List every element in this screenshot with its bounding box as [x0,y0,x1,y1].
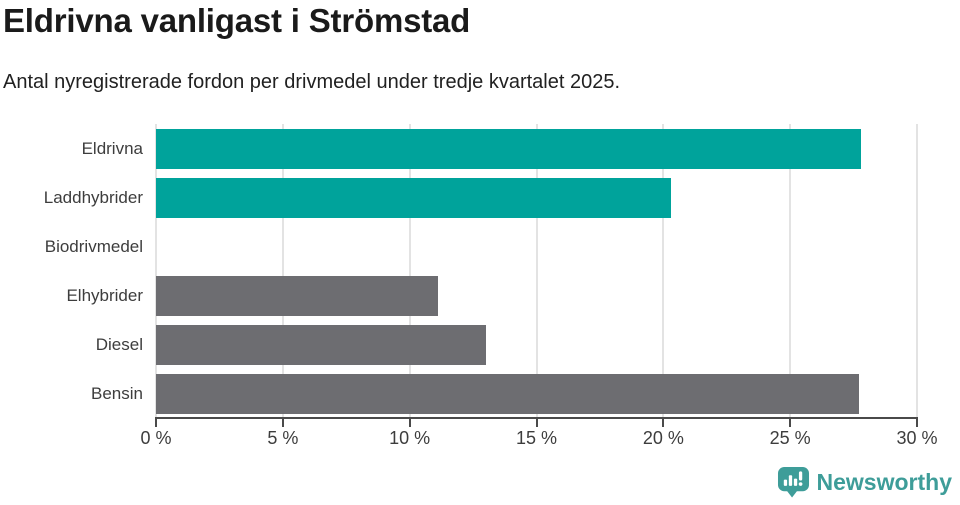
speech-bubble-shape [777,466,809,498]
gridline-20 [662,124,665,418]
x-axis-line [155,417,918,419]
x-axis-tick-30 [916,419,918,427]
gridline-15 [535,124,538,418]
category-label-eldrivna: Eldrivna [81,138,143,158]
bar-row-elhybrider [156,271,917,320]
x-axis-tick-label-25: 25 % [769,428,811,448]
bar-elhybrider [156,275,438,316]
x-axis-tick-20 [662,419,665,427]
gridline-10 [408,124,411,418]
bar-layer [156,124,917,418]
x-axis-tick-0 [155,419,157,427]
category-label-laddhybrider: Laddhybrider [43,187,143,207]
brand-name: Newsworthy [816,468,952,495]
gridline-5 [281,124,284,418]
bar-laddhybrider [156,177,671,218]
gridline-25 [789,124,792,418]
x-axis-tick-5 [281,419,284,427]
bar-chart: Eldrivna Laddhybrider Biodrivmedel Elhybrid… [0,124,918,418]
x-axis-tick-label-20: 20 % [642,428,684,448]
bar-row-bensin [156,369,917,418]
category-label-bensin: Bensin [91,383,143,403]
chart-title: Eldrivna vanligast i Strömstad [3,2,471,39]
category-label-elhybrider: Elhybrider [66,285,143,305]
bar-row-biodrivmedel [156,222,917,271]
chart-subtitle: Antal nyregistrerade fordon per drivmede… [3,71,621,93]
bar-eldrivna [156,128,862,169]
newsworthy-logo: Newsworthy [777,466,952,498]
gridline-30 [916,124,918,418]
exclamation-bar-glyph [798,471,802,481]
bar-row-laddhybrider [156,173,917,222]
x-axis-tick-10 [408,419,411,427]
x-axis-tick-label-0: 0 % [140,428,172,448]
bar-glyph-2 [788,475,792,486]
x-axis-tick-label-30: 30 % [896,428,938,448]
plot-area [155,124,918,418]
category-label-column: Eldrivna Laddhybrider Biodrivmedel Elhybrid… [0,124,156,418]
gridline-0 [155,124,157,418]
x-axis-tick-label-10: 10 % [389,428,431,448]
bar-row-diesel [156,320,917,369]
bar-glyph-1 [783,479,787,486]
category-label-biodrivmedel: Biodrivmedel [44,236,143,256]
newsworthy-speech-bubble-bar-chart-icon [777,466,809,498]
bar-glyph-3 [793,478,797,486]
bar-bensin [156,373,859,414]
bar-diesel [156,324,486,365]
x-axis-tick-15 [535,419,538,427]
bar-row-eldrivna [156,124,917,173]
x-axis: 0 % 5 % 10 % 15 % 20 % 25 % 30 % [140,417,938,457]
x-axis-tick-25 [789,419,792,427]
category-label-diesel: Diesel [95,334,143,354]
exclamation-dot-glyph [798,482,802,486]
x-axis-tick-label-15: 15 % [515,428,558,448]
x-axis-tick-label-5: 5 % [267,428,299,448]
